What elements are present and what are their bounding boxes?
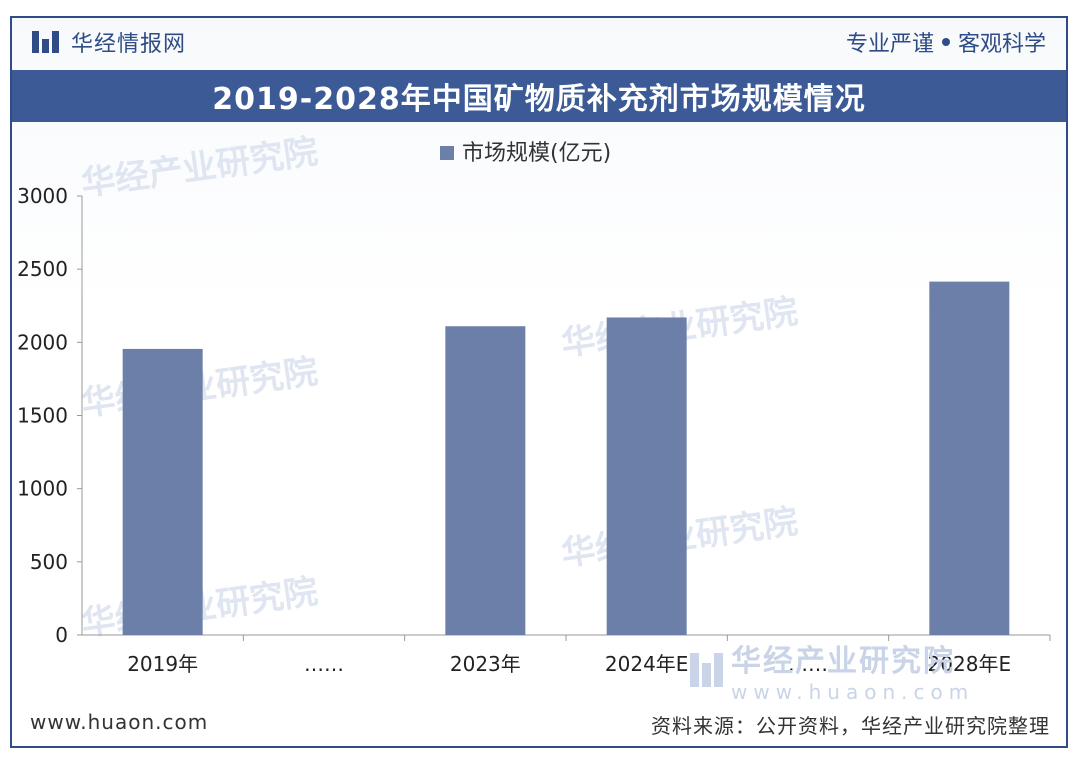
bars xyxy=(122,281,1010,635)
brand-left: 华经情报网 xyxy=(12,26,186,58)
bar-3 xyxy=(606,317,687,635)
x-tick-label: 2024年E xyxy=(605,652,689,676)
x-tick-label: …… xyxy=(304,652,344,676)
tagline-left: 专业严谨 xyxy=(845,32,934,57)
y-tick-label: 2500 xyxy=(17,257,68,281)
legend-swatch xyxy=(440,146,454,160)
corner-watermark-main: 华经产业研究院 xyxy=(731,644,955,679)
axes xyxy=(81,196,1051,641)
legend-label: 市场规模(亿元) xyxy=(462,141,611,166)
x-tick-label: …… xyxy=(788,652,828,676)
x-tick-label: 2019年 xyxy=(127,652,198,676)
brand-tagline: 专业严谨 客观科学 xyxy=(846,26,1066,58)
bullet-dot-icon xyxy=(941,38,950,46)
y-tick-labels: 0 500 1000 1500 2000 2500 3000 xyxy=(17,184,82,647)
bar-2 xyxy=(445,326,526,635)
bar-5 xyxy=(929,281,1010,635)
brand-logo-icon xyxy=(32,31,59,53)
chart-title: 2019-2028年中国矿物质补充剂市场规模情况 xyxy=(212,82,866,117)
y-tick-label: 1000 xyxy=(17,477,68,501)
footer-source: 资料来源：公开资料，华经产业研究院整理 xyxy=(651,714,1050,738)
corner-watermark: 华经产业研究院 www.huaon.com xyxy=(690,636,974,704)
tagline-right: 客观科学 xyxy=(957,32,1046,57)
corner-watermark-url: www.huaon.com xyxy=(731,680,975,704)
y-tick-label: 2000 xyxy=(17,330,68,354)
brand-name: 华经情报网 xyxy=(71,32,187,57)
x-tick-label: 2028年E xyxy=(928,652,1012,676)
y-tick-label: 500 xyxy=(30,550,68,574)
brand-header: 华经情报网 专业严谨 客观科学 xyxy=(12,18,1066,66)
x-tick-label: 2023年 xyxy=(450,652,521,676)
title-bar: 2019-2028年中国矿物质补充剂市场规模情况 xyxy=(12,70,1066,122)
x-tick-labels: 2019年 …… 2023年 2024年E …… 2028年E xyxy=(127,652,1011,676)
y-tick-label: 1500 xyxy=(17,404,68,428)
footer-website: www.huaon.com xyxy=(30,710,209,734)
bar-0 xyxy=(122,348,203,635)
legend: 市场规模(亿元) xyxy=(440,141,611,166)
y-tick-label: 3000 xyxy=(17,184,68,208)
corner-logo-icon xyxy=(690,653,723,687)
y-tick-label: 0 xyxy=(55,623,68,647)
